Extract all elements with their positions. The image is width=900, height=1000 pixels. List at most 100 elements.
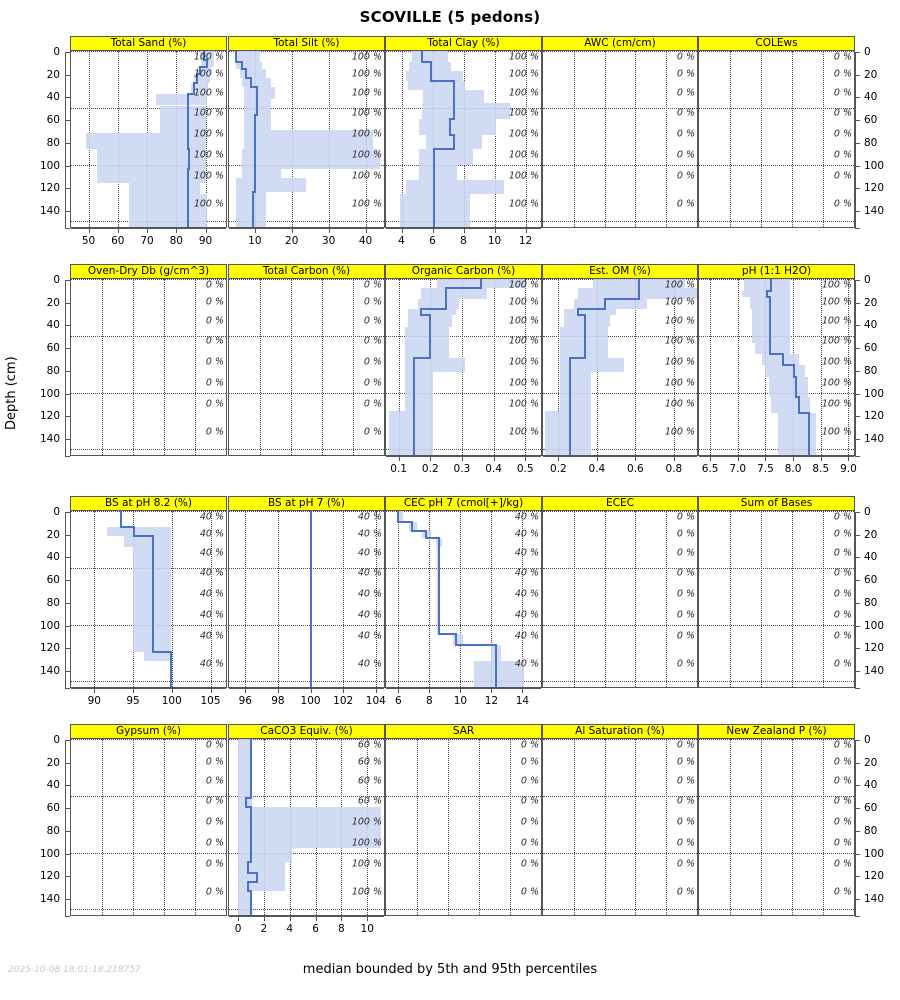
median-line-segment xyxy=(253,114,256,131)
panel-percent-label: 100 % xyxy=(821,296,852,308)
median-line-segment xyxy=(411,522,414,532)
panel-percent-label: 0 % xyxy=(205,279,224,291)
y-axis-tick-label: 0 xyxy=(864,734,871,746)
median-line-segment xyxy=(119,511,122,527)
panel-inner: 100 % 100 % 100 % 100 % 100 % 100 % 100 % 100 % xyxy=(229,51,384,227)
percentile-band xyxy=(396,511,404,523)
panel-percent-label: 0 % xyxy=(520,775,539,787)
y-axis-tick-label: 100 xyxy=(864,619,885,632)
horizontal-gridline xyxy=(71,335,226,337)
panel-percent-label: 40 % xyxy=(357,609,382,621)
median-line-connector xyxy=(413,357,432,360)
horizontal-gridline xyxy=(543,164,697,166)
panel-percent-label: 100 % xyxy=(351,886,382,898)
x-axis-tick xyxy=(525,228,527,233)
percentile-band xyxy=(408,308,456,316)
horizontal-gridline xyxy=(229,511,384,512)
panel-percent-label: 60 % xyxy=(357,739,382,751)
x-axis-tick-label: 0.4 xyxy=(588,463,606,475)
vertical-gridline xyxy=(102,279,103,455)
percentile-band xyxy=(404,342,450,359)
y-axis-tick xyxy=(65,580,70,582)
y-axis-tick xyxy=(65,228,70,229)
panel-plot-box: 0 % 0 % 0 % 0 % 0 % 0 % 0 % 0 % xyxy=(698,739,855,916)
panel-strip-label: Oven-Dry Db (g/cm^3) xyxy=(70,264,227,279)
panel-percent-label: 0 % xyxy=(205,775,224,787)
x-axis-tick xyxy=(88,228,90,233)
panel-percent-label: 100 % xyxy=(821,315,852,327)
median-line-segment xyxy=(495,660,498,687)
panel-percent-label: 0 % xyxy=(363,279,382,291)
median-line-segment xyxy=(638,288,641,300)
panel-percent-label: 40 % xyxy=(199,528,224,540)
y-axis-tick xyxy=(65,785,70,787)
panel-strip-label: Total Clay (%) xyxy=(385,36,542,51)
panel-inner: 40 % 40 % 40 % 40 % 40 % 40 % 40 % 40 % xyxy=(229,511,384,687)
horizontal-gridline xyxy=(229,795,384,797)
median-line-segment xyxy=(186,169,189,183)
vertical-gridline xyxy=(761,511,762,687)
horizontal-gridline xyxy=(71,392,226,394)
median-line-segment xyxy=(255,98,258,115)
x-axis-tick-label: 8.5 xyxy=(812,463,830,475)
y-axis-tick xyxy=(65,97,70,99)
y-axis-tick xyxy=(855,625,860,627)
percentile-band xyxy=(412,51,448,63)
percentile-band xyxy=(193,73,210,83)
x-axis-tick xyxy=(710,456,712,461)
panel-percent-label: 0 % xyxy=(205,795,224,807)
percentile-band xyxy=(560,372,592,393)
panel-inner: 0 % 0 % 0 % 0 % 0 % 0 % 0 % 0 % xyxy=(386,739,541,915)
vertical-gridline xyxy=(635,739,637,915)
median-line-connector xyxy=(419,307,448,310)
y-axis-tick xyxy=(855,348,860,350)
x-axis-tick-label: 0.1 xyxy=(390,463,407,475)
y-axis-label: Depth (cm) xyxy=(4,356,19,430)
horizontal-gridline xyxy=(386,392,541,394)
median-line-segment xyxy=(453,80,456,90)
percentile-band xyxy=(768,376,808,398)
panel-percent-label: 100 % xyxy=(193,68,224,80)
panel-percent-label: 100 % xyxy=(508,279,539,291)
x-axis-tick xyxy=(737,456,739,461)
panel-est-om: Est. OM (%) 100 % 100 % 100 % 100 % 100 % 100 … xyxy=(542,264,698,456)
percentile-band xyxy=(129,194,207,227)
panel-strip-label: pH (1:1 H2O) xyxy=(698,264,855,279)
panel-percent-label: 100 % xyxy=(508,87,539,99)
panel-percent-label: 40 % xyxy=(199,630,224,642)
y-axis-tick-label: 0 xyxy=(53,506,60,518)
percentile-band xyxy=(196,66,212,74)
y-axis-tick xyxy=(65,876,70,878)
x-axis-tick-label: 2 xyxy=(260,923,268,935)
panel-percent-label: 0 % xyxy=(833,149,852,161)
median-line-connector xyxy=(448,118,456,121)
x-axis-tick-label: 7.5 xyxy=(757,463,774,475)
percentile-band xyxy=(421,103,510,120)
vertical-gridline xyxy=(730,511,731,687)
y-axis-tick-label: 140 xyxy=(864,432,885,445)
y-axis-line xyxy=(855,740,856,916)
y-axis-tick xyxy=(855,534,860,536)
vertical-gridline xyxy=(604,511,606,687)
vertical-gridline xyxy=(730,51,731,227)
x-axis-tick xyxy=(463,228,465,233)
vertical-gridline xyxy=(277,511,279,687)
panel-percent-label: 0 % xyxy=(676,775,695,787)
y-axis-tick-label: 20 xyxy=(46,756,60,769)
y-axis-tick xyxy=(855,280,860,281)
y-axis-tick-label: 100 xyxy=(39,619,60,632)
vertical-gridline xyxy=(573,51,575,227)
percentile-band xyxy=(106,526,171,536)
panel-percent-label: 40 % xyxy=(514,547,539,559)
y-axis-tick-label: 80 xyxy=(864,824,878,837)
horizontal-gridline xyxy=(543,221,697,223)
render-timestamp: 2025-10-08 18:01:18.218757 xyxy=(8,965,141,975)
panel-percent-label: 0 % xyxy=(520,756,539,768)
panel-sum-of-bases: Sum of Bases 0 % 0 % 0 % 0 % 0 % 0 % 0 % 0 % xyxy=(698,496,855,688)
x-axis-tick xyxy=(429,688,431,693)
median-line-segment xyxy=(568,358,571,373)
percentile-band xyxy=(236,191,266,227)
y-axis-tick xyxy=(855,120,860,122)
panel-percent-label: 100 % xyxy=(351,68,382,80)
panel-strip-label: SAR xyxy=(385,724,542,739)
